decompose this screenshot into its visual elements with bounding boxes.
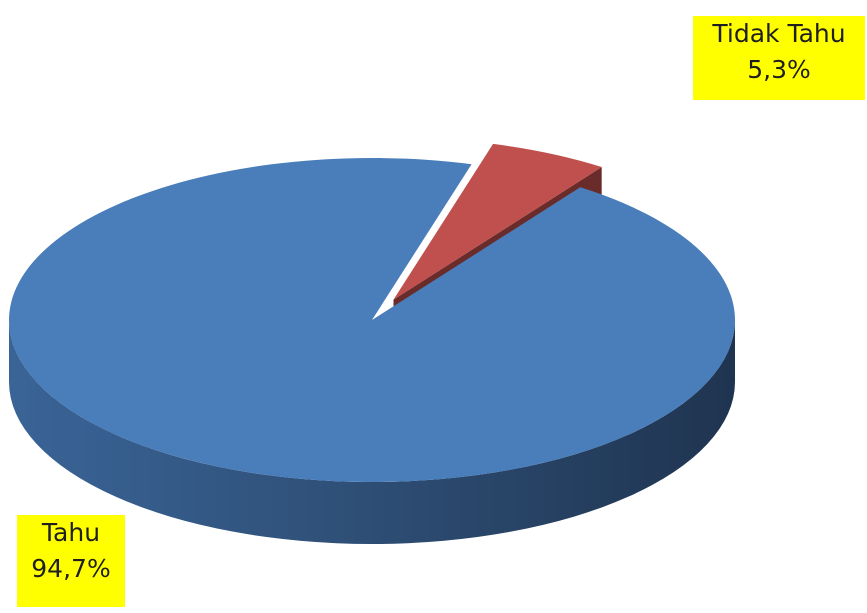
slice-label-tidak-tahu-name: Tidak Tahu [712, 19, 846, 48]
slice-top-tahu [9, 158, 736, 482]
slice-label-tidak-tahu: Tidak Tahu 5,3% [693, 16, 865, 100]
slice-label-tahu-name: Tahu [41, 518, 101, 547]
slice-top-tidak-tahu [393, 143, 602, 300]
slice-label-tahu-value: 94,7% [31, 554, 111, 583]
slice-side-tahu [9, 320, 735, 544]
slice-label-tahu: Tahu 94,7% [17, 515, 125, 607]
slice-label-tidak-tahu-value: 5,3% [747, 55, 811, 84]
